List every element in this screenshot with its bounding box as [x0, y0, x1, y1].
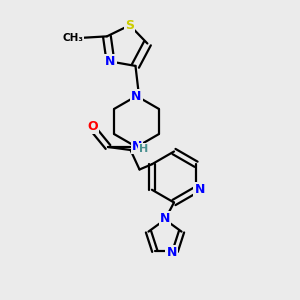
Text: H: H: [139, 144, 148, 154]
Text: N: N: [131, 89, 142, 103]
Text: N: N: [132, 140, 142, 153]
Text: S: S: [125, 19, 134, 32]
Text: O: O: [88, 120, 98, 133]
Text: N: N: [167, 246, 177, 259]
Text: N: N: [194, 183, 205, 196]
Text: N: N: [105, 55, 116, 68]
Text: CH₃: CH₃: [62, 33, 83, 43]
Text: N: N: [160, 212, 170, 225]
